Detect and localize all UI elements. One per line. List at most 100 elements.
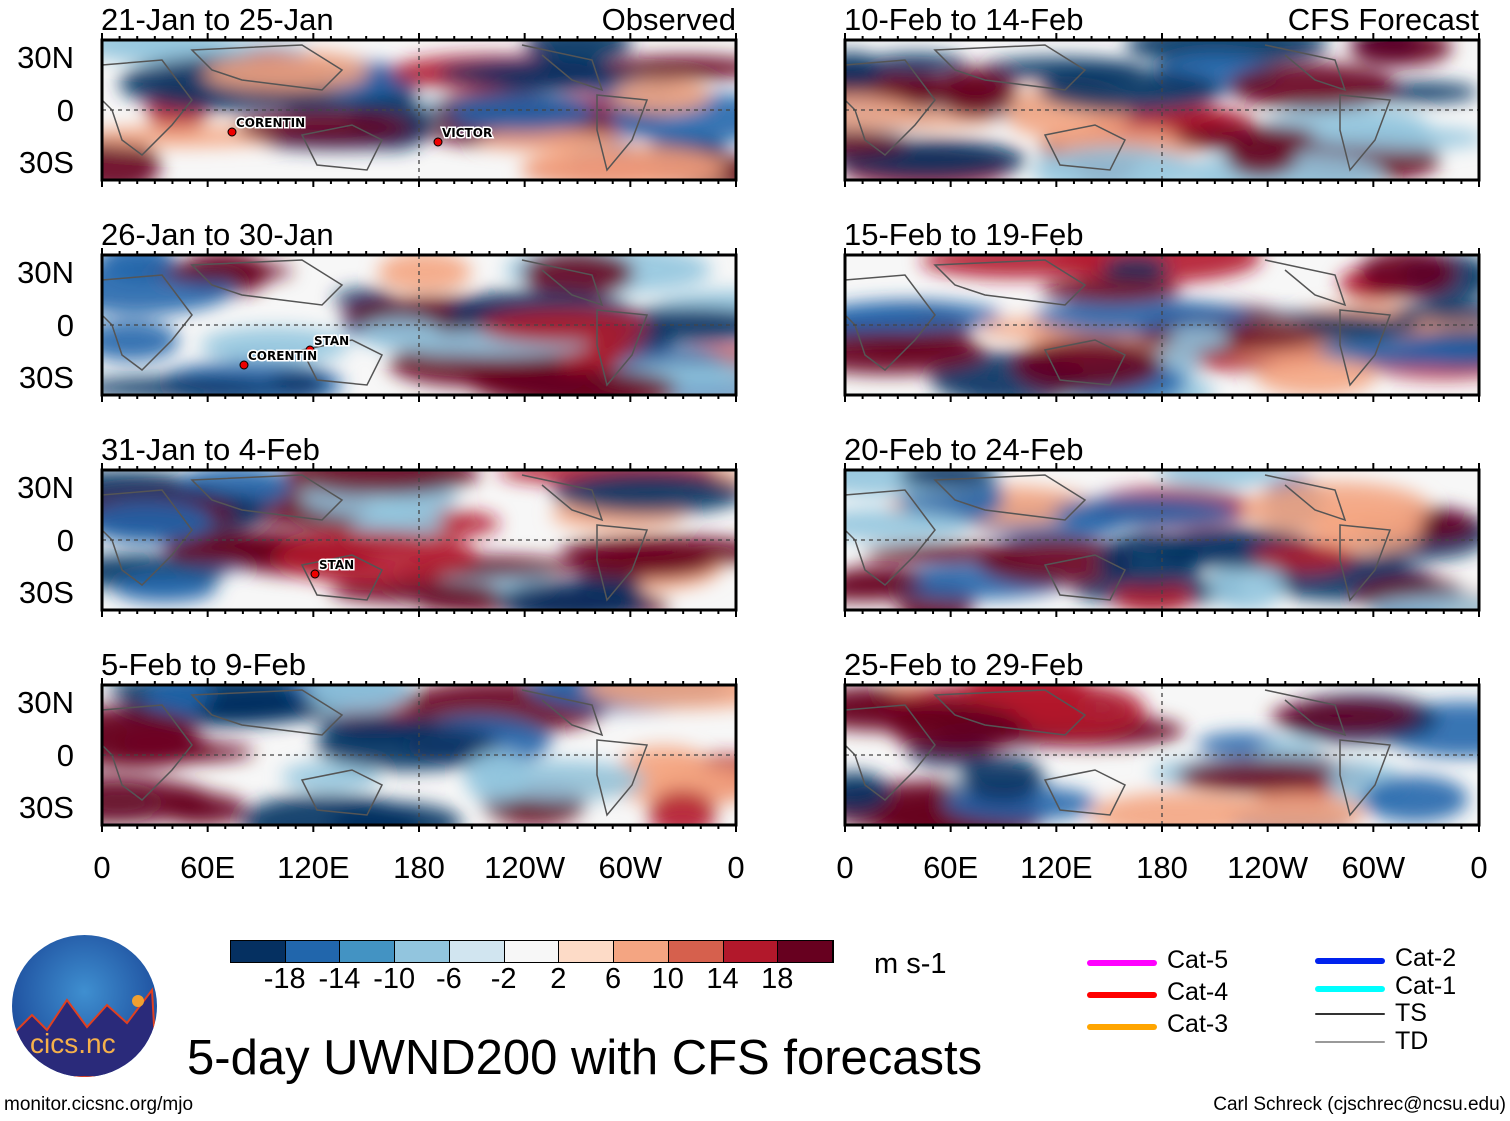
lon-label: 180 [1136, 850, 1188, 885]
coastlines [102, 259, 649, 387]
wind-map-panel: STAN [100, 463, 738, 617]
wind-anomaly-blob [1031, 146, 1198, 180]
lat-label: 30N [17, 255, 74, 290]
wind-anomaly-blob [358, 317, 442, 350]
storm-label: CORENTIN [236, 116, 305, 130]
colorbar-swatch [340, 941, 396, 962]
wind-anomaly-blob [1270, 700, 1419, 732]
wind-anomaly-blob [521, 255, 635, 296]
wind-anomaly-blob [1101, 255, 1170, 283]
lat-label: 0 [56, 737, 74, 773]
wind-anomaly-blob [476, 760, 646, 802]
legend-label: Cat-1 [1395, 971, 1457, 1000]
colorbar-level: 14 [706, 963, 739, 995]
legend-swatch [1087, 992, 1157, 998]
legend-label: Cat-3 [1167, 1010, 1229, 1038]
wind-anomaly-blob [845, 771, 891, 814]
footer-url: monitor.cicsnc.org/mjo [4, 1094, 194, 1115]
wind-anomaly-blob [416, 592, 526, 610]
wind-anomaly-blob [102, 320, 179, 362]
storm-marker [310, 569, 320, 579]
storm-marker [227, 127, 237, 137]
wind-anomaly-blob [845, 330, 987, 375]
wind-anomaly-blob [503, 368, 678, 395]
wind-anomaly-blob [102, 376, 288, 395]
wind-anomaly-blob [1316, 337, 1479, 366]
colorbar-level: -2 [490, 963, 517, 995]
colorbar-swatch [395, 941, 450, 962]
storm-label: VICTOR [442, 126, 492, 140]
wind-anomaly-blob [236, 110, 414, 144]
wind-anomaly-blob [1394, 302, 1479, 324]
coastlines [845, 474, 1392, 602]
lon-label: 60E [923, 850, 979, 885]
wind-anomaly-blob [845, 566, 924, 593]
wind-anomaly-blob [1173, 125, 1329, 152]
legend-label: TD [1395, 1026, 1429, 1055]
panel-title: 21-Jan to 25-Jan [101, 2, 334, 37]
colorbar-swatch [285, 941, 341, 962]
colorbar [230, 940, 834, 963]
legend-swatch [1315, 1013, 1385, 1015]
legend-swatch [1315, 985, 1385, 992]
wind-anomaly-blob [160, 793, 247, 825]
lat-label: 30S [18, 360, 74, 395]
legend-swatch [1087, 1024, 1157, 1030]
footer-credit: Carl Schreck (cjschrec@ncsu.edu) [1213, 1094, 1506, 1115]
figure-title: 5-day UWND200 with CFS forecasts [187, 1031, 983, 1085]
lon-label: 0 [1470, 850, 1488, 885]
wind-anomaly-blob [845, 509, 971, 541]
wind-anomaly-blob [1112, 581, 1194, 610]
wind-anomaly-blob [868, 53, 967, 75]
wind-anomaly-blob [1137, 324, 1325, 352]
coastlines [845, 259, 1392, 387]
wind-anomaly-blob [1349, 40, 1453, 67]
wind-anomaly-blob [113, 572, 218, 604]
wind-anomaly-blob [1358, 255, 1457, 298]
wind-anomaly-blob [1157, 470, 1281, 488]
coastlines [102, 44, 649, 172]
wind-anomaly-blob [377, 255, 472, 293]
colorbar-swatch [559, 941, 615, 962]
wind-anomaly-blob [845, 300, 1002, 332]
wind-anomaly-blob [647, 789, 717, 825]
wind-anomaly-blob [1090, 791, 1270, 825]
column-label: CFS Forecast [1287, 2, 1479, 37]
coastlines [845, 44, 1392, 172]
colorbar-level: -6 [436, 963, 462, 995]
panel-title: 25-Feb to 29-Feb [844, 647, 1084, 682]
wind-anomaly-blob [524, 40, 632, 64]
legend-label: Cat-4 [1167, 978, 1229, 1006]
wind-anomaly-blob [520, 145, 727, 180]
wind-anomaly-blob [306, 685, 411, 714]
wind-anomaly-blob [437, 59, 639, 88]
wind-anomaly-blob [1225, 791, 1365, 825]
wind-anomaly-blob [935, 66, 1018, 118]
cicsnc-logo: cics.nc [12, 935, 157, 1077]
wind-map-panel [843, 33, 1481, 187]
lat-label: 30S [18, 790, 74, 825]
panel-title: 26-Jan to 30-Jan [101, 217, 334, 252]
lon-label: 60W [1341, 850, 1406, 885]
storm-marker [239, 360, 249, 370]
wind-anomaly-blob [102, 500, 213, 544]
lon-label: 0 [93, 850, 111, 885]
storm-label: CORENTIN [248, 349, 317, 363]
panel-title: 10-Feb to 14-Feb [844, 2, 1084, 37]
wind-anomaly-blob [102, 138, 161, 180]
coastlines [102, 474, 649, 602]
legend-swatch [1315, 958, 1385, 964]
lon-label: 180 [393, 850, 445, 885]
storm-label: STAN [314, 334, 349, 348]
colorbar-level: 2 [550, 963, 567, 995]
colorbar-level: 18 [761, 963, 794, 995]
colorbar-swatch [231, 941, 286, 962]
lat-label: 0 [56, 522, 74, 558]
wind-anomaly-blob [102, 725, 211, 769]
wind-anomaly-blob [274, 530, 478, 585]
legend-label: Cat-2 [1395, 944, 1457, 972]
column-label: Observed [601, 2, 736, 37]
storm-marker [433, 137, 443, 147]
wind-anomaly-blob [1208, 558, 1285, 610]
wind-anomaly-blob [1307, 126, 1479, 150]
